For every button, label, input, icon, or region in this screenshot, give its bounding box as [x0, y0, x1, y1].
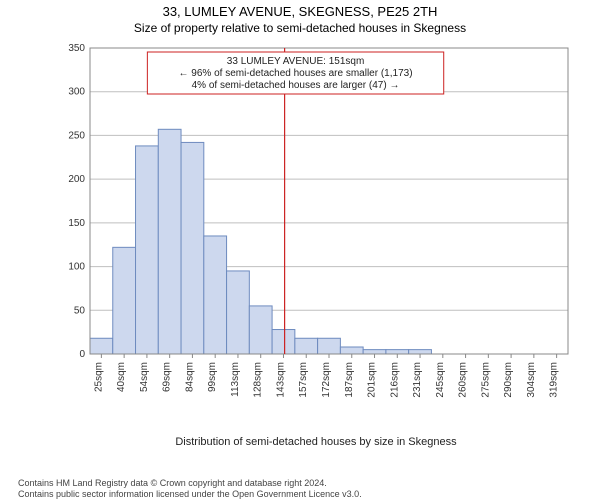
- histogram-bar: [295, 338, 318, 354]
- x-tick-label: 84sqm: [184, 362, 195, 392]
- histogram-bar: [409, 350, 432, 354]
- annotation-line: 33 LUMLEY AVENUE: 151sqm: [227, 56, 364, 67]
- x-tick-label: 99sqm: [207, 362, 218, 392]
- x-tick-label: 290sqm: [503, 362, 514, 398]
- page-subtitle: Size of property relative to semi-detach…: [0, 21, 600, 35]
- x-tick-label: 275sqm: [480, 362, 491, 398]
- x-tick-label: 157sqm: [298, 362, 309, 398]
- x-tick-label: 113sqm: [230, 362, 241, 397]
- footer-line-1: Contains HM Land Registry data © Crown c…: [18, 478, 362, 489]
- histogram-bar: [113, 247, 136, 354]
- histogram-bar: [204, 236, 227, 354]
- x-tick-label: 143sqm: [275, 362, 286, 398]
- histogram-bar: [386, 350, 409, 354]
- x-tick-label: 319sqm: [549, 362, 560, 398]
- y-tick-label: 200: [68, 174, 85, 185]
- histogram-bar: [318, 338, 341, 354]
- histogram-bar: [227, 271, 250, 354]
- histogram-bar: [181, 142, 204, 354]
- y-tick-label: 300: [68, 87, 85, 98]
- x-tick-label: 304sqm: [526, 362, 537, 398]
- y-tick-label: 0: [79, 349, 85, 360]
- x-tick-label: 54sqm: [139, 362, 150, 392]
- y-tick-label: 250: [68, 130, 85, 141]
- annotation-line: ← 96% of semi-detached houses are smalle…: [179, 68, 413, 79]
- annotation-line: 4% of semi-detached houses are larger (4…: [192, 80, 400, 91]
- x-tick-label: 172sqm: [321, 362, 332, 398]
- x-tick-label: 69sqm: [162, 362, 173, 392]
- y-tick-label: 50: [74, 305, 86, 316]
- x-tick-label: 216sqm: [389, 362, 400, 398]
- y-tick-label: 350: [68, 44, 85, 54]
- x-tick-label: 201sqm: [367, 362, 378, 398]
- histogram-bar: [249, 306, 272, 354]
- footer-line-2: Contains public sector information licen…: [18, 489, 362, 500]
- y-tick-label: 100: [68, 262, 85, 273]
- histogram-bar: [363, 350, 386, 354]
- histogram-bar: [272, 330, 295, 354]
- x-tick-label: 260sqm: [458, 362, 469, 398]
- histogram-bar: [90, 338, 113, 354]
- y-tick-label: 150: [68, 218, 85, 229]
- attribution-footer: Contains HM Land Registry data © Crown c…: [18, 478, 362, 501]
- histogram-bar: [158, 129, 181, 354]
- x-tick-label: 128sqm: [253, 362, 264, 398]
- x-tick-label: 231sqm: [412, 362, 423, 398]
- x-tick-label: 245sqm: [435, 362, 446, 398]
- chart-container: 0 50 100 150 200 250 300 350 25sqm 40sqm 54sqm 69sq…: [56, 44, 576, 414]
- x-tick-label: 25sqm: [93, 362, 104, 392]
- x-tick-label: 40sqm: [116, 362, 127, 392]
- histogram-bar: [136, 146, 159, 354]
- histogram-bar: [340, 347, 363, 354]
- x-tick-label: 187sqm: [344, 362, 355, 398]
- x-axis-label: Distribution of semi-detached houses by …: [56, 436, 576, 448]
- page-title: 33, LUMLEY AVENUE, SKEGNESS, PE25 2TH: [0, 4, 600, 19]
- histogram-chart: 0 50 100 150 200 250 300 350 25sqm 40sqm 54sqm 69sq…: [56, 44, 576, 414]
